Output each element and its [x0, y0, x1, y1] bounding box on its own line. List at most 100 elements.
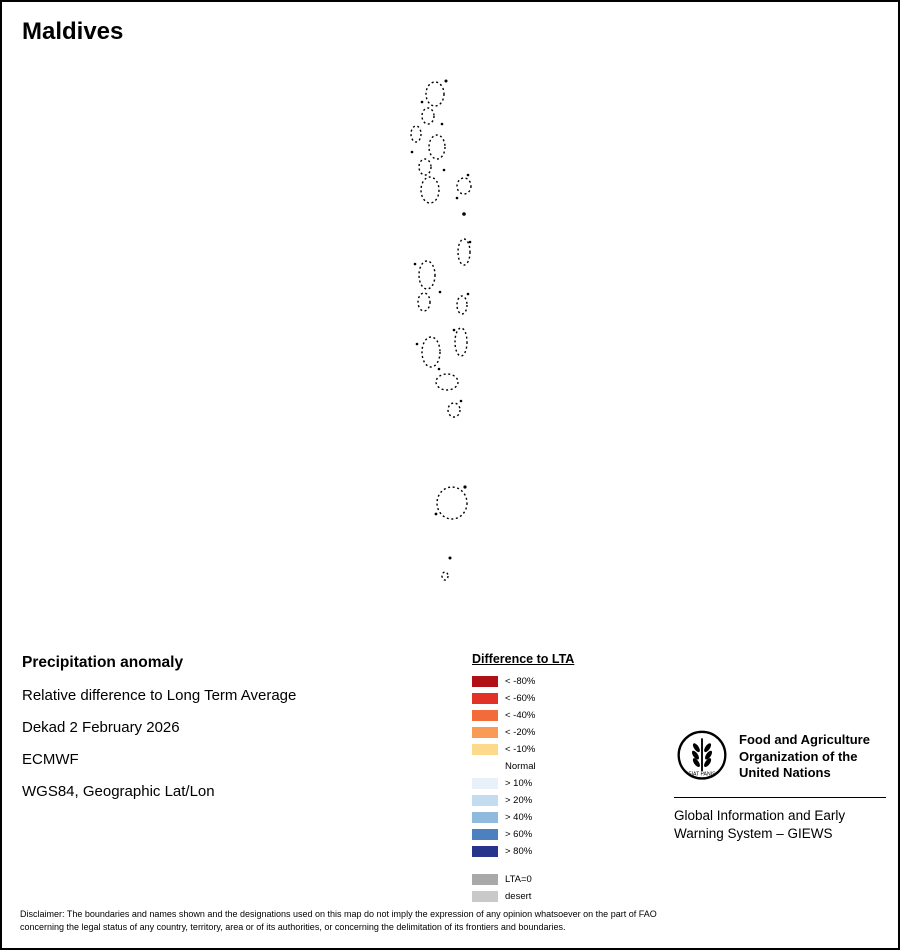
legend-label: desert: [505, 891, 532, 902]
disclaimer: Disclaimer: The boundaries and names sho…: [20, 908, 892, 934]
fao-divider: [674, 797, 886, 798]
legend-item: > 40%: [472, 809, 574, 826]
atoll-ring: [420, 176, 440, 204]
legend-swatch: [472, 744, 498, 755]
legend-label: < -80%: [505, 676, 536, 687]
atoll-ring: [410, 125, 422, 143]
atoll-ring: [457, 238, 471, 266]
legend-swatch: [472, 795, 498, 806]
info-line-dekad: Dekad 2 February 2026: [22, 719, 180, 736]
island-dot: [444, 79, 448, 83]
island-dot: [463, 485, 467, 489]
info-line-projection: WGS84, Geographic Lat/Lon: [22, 783, 215, 800]
legend-swatch: [472, 710, 498, 721]
giews-line: Global Information and Early: [674, 808, 846, 823]
legend-label: > 20%: [505, 795, 533, 806]
island-dot: [437, 367, 441, 371]
legend-label: > 60%: [505, 829, 533, 840]
legend-swatch: [472, 778, 498, 789]
disclaimer-line: Disclaimer: The boundaries and names sho…: [20, 909, 657, 919]
giews-line: Warning System – GIEWS: [674, 825, 833, 841]
atoll-ring: [447, 402, 461, 418]
atoll-ring: [428, 134, 446, 160]
legend-swatch: [472, 829, 498, 840]
legend-label: < -60%: [505, 693, 536, 704]
legend-label: Normal: [505, 761, 536, 772]
legend-label: < -10%: [505, 744, 536, 755]
legend: Difference to LTA < -80% < -60% < -40% < -2…: [472, 652, 574, 905]
fao-org-name: Food and Agriculture Organization of the…: [739, 732, 870, 782]
map-info-block: Precipitation anomaly Relative differenc…: [22, 654, 296, 815]
legend-item: < -40%: [472, 707, 574, 724]
atoll-ring: [435, 373, 459, 391]
island-dot: [452, 328, 456, 332]
island-dot: [415, 342, 419, 346]
legend-swatch: [472, 846, 498, 857]
island-dot: [440, 122, 444, 126]
fao-logo-icon: FIAT PANIS: [677, 730, 727, 780]
legend-item: > 10%: [472, 775, 574, 792]
legend-label: < -20%: [505, 727, 536, 738]
legend-label: LTA=0: [505, 874, 532, 885]
atoll-ring: [425, 81, 445, 107]
atoll-ring: [417, 292, 431, 312]
island-dot: [466, 292, 470, 296]
island-dot: [420, 100, 424, 104]
legend-item: Normal: [472, 758, 574, 775]
legend-swatch: [472, 676, 498, 687]
info-line-product: Relative difference to Long Term Average: [22, 687, 297, 704]
page-title: Maldives: [22, 18, 124, 45]
legend-item: < -20%: [472, 724, 574, 741]
fao-header: FIAT PANIS Food and Agriculture Organiza…: [674, 729, 886, 785]
island-dot: [434, 512, 438, 516]
fao-org-line: United Nations: [739, 765, 831, 781]
legend-items: < -80% < -60% < -40% < -20% < -10% Normal > 10…: [472, 673, 574, 860]
legend-item: < -60%: [472, 690, 574, 707]
atoll-ring: [421, 336, 441, 368]
legend-swatch: [472, 693, 498, 704]
atoll-ring: [436, 486, 468, 520]
legend-item: desert: [472, 888, 574, 905]
island-dot: [438, 290, 442, 294]
legend-item: LTA=0: [472, 871, 574, 888]
legend-item: > 80%: [472, 843, 574, 860]
fao-org-line: Organization of the: [739, 748, 858, 764]
legend-label: > 40%: [505, 812, 533, 823]
info-heading: Precipitation anomaly: [22, 654, 184, 671]
legend-label: > 10%: [505, 778, 533, 789]
legend-item: > 20%: [472, 792, 574, 809]
legend-swatch: [472, 761, 498, 772]
fao-block: FIAT PANIS Food and Agriculture Organiza…: [674, 729, 886, 842]
legend-extra-items: LTA=0 desert: [472, 871, 574, 905]
legend-swatch: [472, 874, 498, 885]
info-line-source: ECMWF: [22, 751, 79, 768]
atoll-ring: [454, 327, 468, 357]
island-dot: [459, 399, 463, 403]
atoll-ring: [418, 158, 432, 176]
legend-item: > 60%: [472, 826, 574, 843]
island-dot: [413, 262, 417, 266]
island-dot: [462, 212, 466, 216]
legend-swatch: [472, 727, 498, 738]
fao-org-line: Food and Agriculture: [739, 732, 870, 748]
island-dot: [468, 240, 472, 244]
atoll-ring: [421, 107, 435, 125]
island-dot: [466, 173, 470, 177]
legend-label: < -40%: [505, 710, 536, 721]
legend-swatch: [472, 891, 498, 902]
island-dot: [455, 196, 459, 200]
island-dot: [448, 556, 452, 560]
island-dot: [410, 150, 414, 154]
atoll-ring: [456, 295, 468, 315]
atoll-ring: [418, 260, 436, 290]
legend-label: > 80%: [505, 846, 533, 857]
legend-swatch: [472, 812, 498, 823]
giews-name: Global Information and Early Warning Sys…: [674, 807, 886, 842]
atoll-ring: [441, 571, 449, 581]
island-dot: [442, 168, 446, 172]
atoll-ring: [456, 177, 472, 195]
fao-motto: FIAT PANIS: [688, 772, 716, 778]
legend-item: < -80%: [472, 673, 574, 690]
